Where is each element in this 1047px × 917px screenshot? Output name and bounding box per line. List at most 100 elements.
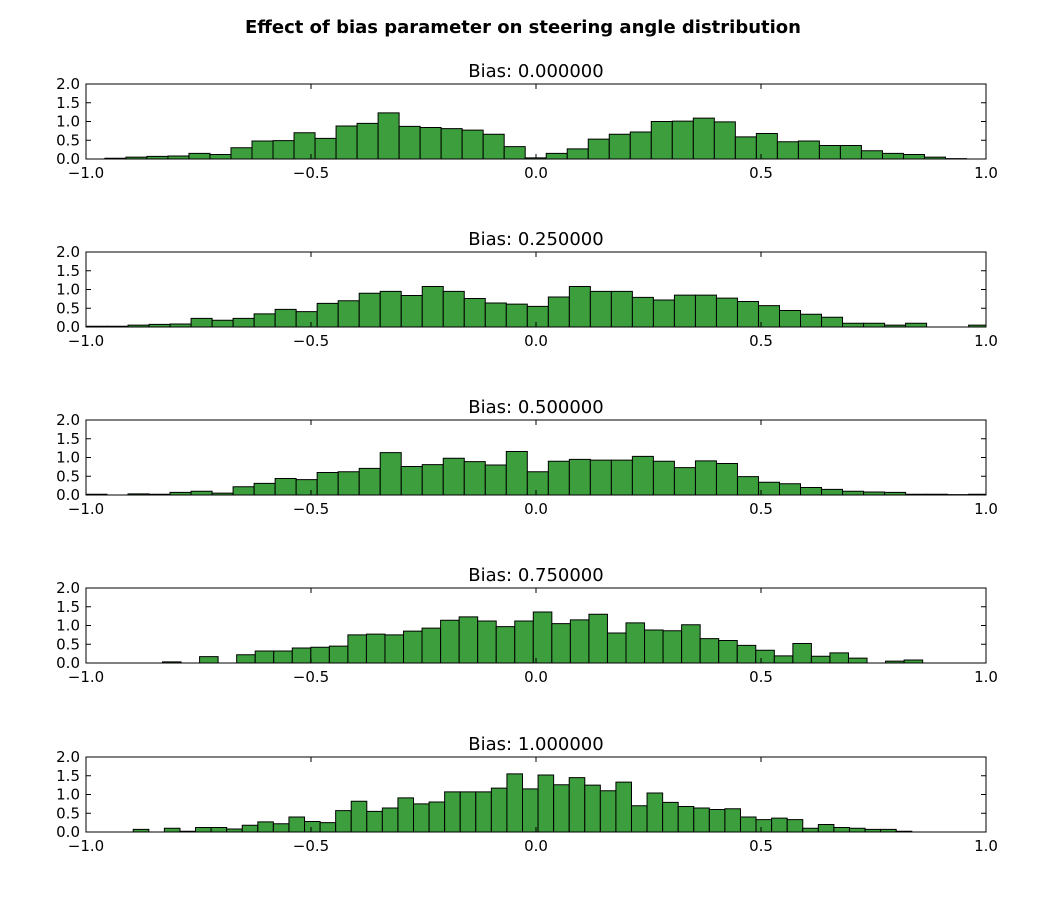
- x-tick-label: 0.5: [749, 332, 773, 350]
- x-tick-label: −1.0: [68, 500, 104, 518]
- histogram-bars: [162, 611, 924, 664]
- histogram-bar: [842, 490, 865, 496]
- y-tick-label: 0.0: [56, 486, 80, 504]
- histogram-bar: [458, 616, 479, 664]
- histogram-bar: [755, 819, 773, 833]
- x-tick-label: −1.0: [68, 668, 104, 686]
- x-tick-label: −0.5: [293, 668, 329, 686]
- histogram-bar: [797, 140, 820, 160]
- histogram-bar: [902, 154, 925, 160]
- histogram-bar: [589, 459, 612, 496]
- histogram-bar: [568, 286, 591, 328]
- histogram-bar: [818, 145, 841, 160]
- histogram-bar: [358, 467, 381, 496]
- y-tick-label: 1.0: [56, 113, 80, 131]
- x-tick-label: 0.0: [524, 668, 548, 686]
- histogram-bar: [631, 455, 654, 496]
- histogram-bar: [442, 457, 465, 496]
- histogram-bar: [693, 807, 710, 833]
- histogram-bar: [610, 290, 633, 328]
- x-tick-label: 1.0: [974, 332, 998, 350]
- histogram-bar: [421, 464, 444, 496]
- y-tick-label: 1.5: [56, 262, 80, 280]
- subplot-3: Bias: 0.500000−1.0 −0.5 0.0 0.5 1.00.00.51.0…: [56, 397, 998, 518]
- histogram-bar: [421, 286, 444, 328]
- histogram-bar: [495, 626, 516, 664]
- histogram-bar: [736, 476, 759, 496]
- histogram-bar: [463, 461, 486, 496]
- histogram-bar: [713, 121, 736, 160]
- histogram-bar: [190, 490, 213, 496]
- y-tick-label: 0.0: [56, 150, 80, 168]
- histogram-bar: [881, 152, 904, 160]
- histogram-bar: [792, 643, 812, 664]
- histogram-bar: [566, 148, 589, 160]
- histogram-bar: [253, 482, 276, 496]
- histogram-bar: [522, 788, 539, 833]
- histogram-bar: [366, 810, 383, 833]
- histogram-bar: [650, 121, 673, 160]
- x-tick-label: −1.0: [68, 332, 104, 350]
- histogram-bar: [677, 806, 695, 833]
- histogram-bar: [587, 138, 610, 160]
- histogram-bar: [584, 784, 601, 833]
- histogram-bar: [569, 619, 590, 664]
- histogram-bar: [842, 322, 865, 328]
- histogram-bar: [328, 645, 349, 664]
- histogram-bar: [379, 452, 402, 496]
- histogram-bar: [708, 809, 726, 833]
- y-tick-label: 2.0: [56, 75, 80, 93]
- histogram-bar: [295, 479, 318, 496]
- y-tick-label: 2.0: [56, 579, 80, 597]
- histogram-bar: [288, 816, 306, 833]
- y-tick-label: 1.5: [56, 430, 80, 448]
- histogram-bar: [776, 141, 799, 160]
- x-tick-label: −0.5: [293, 837, 329, 855]
- histogram-bar: [829, 652, 849, 664]
- histogram-bar: [484, 464, 507, 496]
- histogram-bar: [821, 316, 844, 328]
- histogram-bar: [514, 620, 534, 664]
- x-tick-label: 0.0: [524, 332, 548, 350]
- histogram-bar: [671, 120, 694, 160]
- histogram-bar: [839, 145, 862, 160]
- histogram-bar: [615, 781, 632, 833]
- subplot-1: Bias: 0.000000−1.0 −0.5 0.0 0.5 1.00.00.51.0…: [56, 61, 998, 182]
- histogram-bar: [482, 133, 505, 160]
- histogram-bar: [652, 299, 675, 328]
- y-tick-label: 0.5: [56, 299, 80, 317]
- histogram-bar: [400, 466, 423, 496]
- histogram-bar: [715, 297, 738, 328]
- histogram-bar: [356, 122, 379, 160]
- histogram-bar: [230, 147, 253, 160]
- histogram-bar: [274, 478, 297, 496]
- histogram-bar: [314, 137, 337, 160]
- histogram-bar: [503, 146, 526, 160]
- histogram-bar: [724, 808, 741, 833]
- histogram-bar: [444, 791, 461, 833]
- histogram-bar: [734, 136, 757, 160]
- y-tick-label: 1.0: [56, 281, 80, 299]
- histogram-bar: [337, 471, 360, 496]
- histogram-bar: [860, 150, 883, 160]
- histogram-bar: [692, 117, 715, 160]
- histogram-bar: [210, 827, 228, 833]
- histogram-bars: [85, 286, 987, 328]
- histogram-bar: [537, 774, 555, 833]
- histogram-bar: [188, 152, 211, 160]
- histogram-bar: [379, 290, 402, 328]
- y-tick-label: 0.0: [56, 318, 80, 336]
- histogram-bar: [739, 816, 757, 833]
- histogram-bar: [211, 319, 234, 328]
- x-tick-label: 0.0: [524, 164, 548, 182]
- subplot-panels: Bias: 0.000000−1.0 −0.5 0.0 0.5 1.00.00.51.0…: [56, 61, 998, 855]
- histogram-bar: [440, 128, 463, 160]
- histogram-bar: [254, 650, 275, 664]
- y-tick-label: 1.0: [56, 449, 80, 467]
- histogram-bar: [821, 488, 844, 496]
- histogram-bar: [272, 140, 295, 160]
- histogram-bar: [477, 620, 497, 664]
- x-tick-label: 0.5: [749, 500, 773, 518]
- histogram-bar: [547, 460, 570, 496]
- histogram-bar: [526, 471, 549, 496]
